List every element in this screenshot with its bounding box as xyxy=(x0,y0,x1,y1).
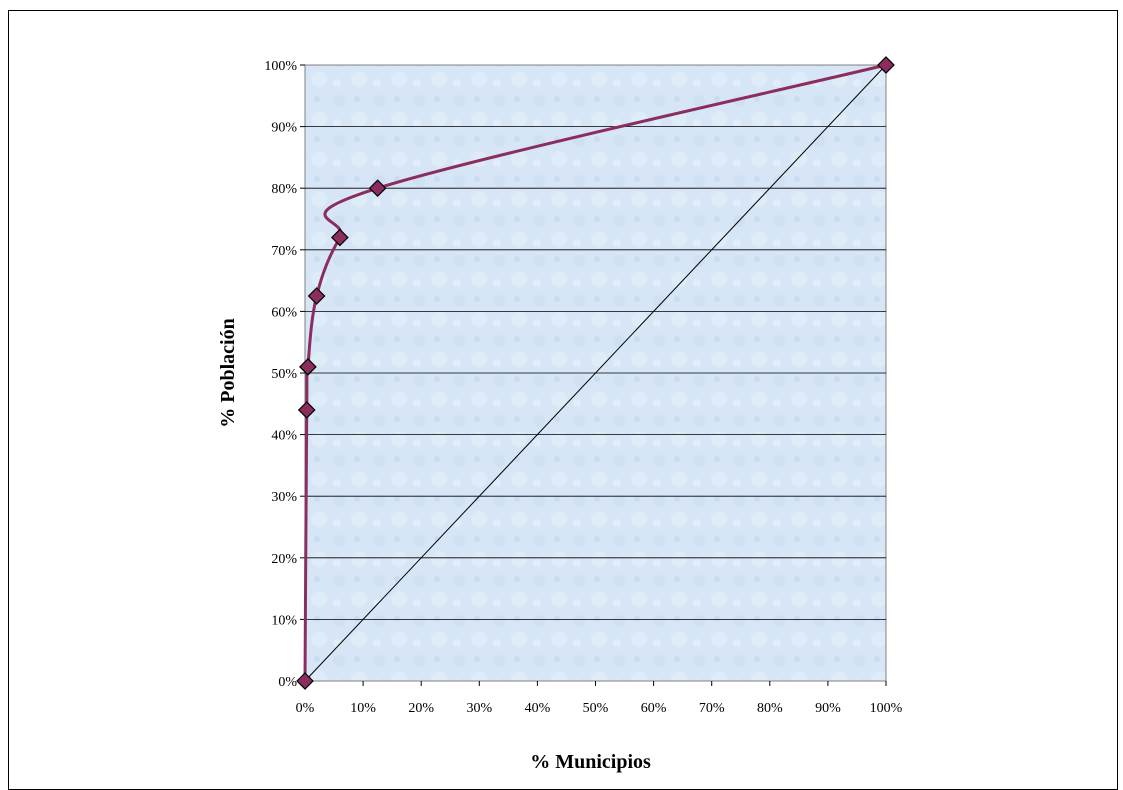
y-tick-label: 20% xyxy=(271,552,297,567)
y-tick-label: 80% xyxy=(271,182,297,197)
lorenz-chart: 0% 10% 20% 30% 40% 50% 60% 70% 80% 90% 100% 0% 10% 2… xyxy=(217,56,903,773)
y-tick-label: 90% xyxy=(271,121,297,136)
y-tick-label: 70% xyxy=(271,244,297,259)
x-tick-label: 70% xyxy=(699,701,725,716)
data-point-marker xyxy=(299,357,317,376)
equality-line xyxy=(304,64,887,682)
data-point-marker xyxy=(877,56,895,74)
x-tick-label: 50% xyxy=(583,701,609,716)
y-tick-label: 50% xyxy=(271,367,297,382)
x-tick-label: 80% xyxy=(757,701,783,716)
y-tick-label: 10% xyxy=(271,613,297,628)
data-point-marker xyxy=(296,672,314,690)
chart-frame: 0% 10% 20% 30% 40% 50% 60% 70% 80% 90% 100% 0% 10% 2… xyxy=(8,10,1118,790)
x-tick-label: 100% xyxy=(870,701,903,716)
x-tick-label: 0% xyxy=(296,701,315,716)
x-tick-label: 20% xyxy=(408,701,434,716)
y-tick-label: 40% xyxy=(271,429,297,444)
data-point-marker xyxy=(307,287,326,305)
x-tick-label: 60% xyxy=(641,701,667,716)
data-point-marker xyxy=(331,228,349,247)
series-layer xyxy=(296,56,895,690)
x-tick-label: 30% xyxy=(466,701,492,716)
x-tick-label: 10% xyxy=(350,701,376,716)
y-tick-label: 0% xyxy=(278,675,297,690)
lorenz-curve-line xyxy=(303,63,887,682)
y-axis-title: % Población xyxy=(217,318,239,427)
y-tick-label: 30% xyxy=(271,490,297,505)
y-tick-label: 60% xyxy=(271,305,297,320)
x-tick-label: 90% xyxy=(815,701,841,716)
y-tick-label: 100% xyxy=(264,59,297,74)
y-tick-labels: 0% 10% 20% 30% 40% 50% 60% 70% 80% 90% 100% xyxy=(264,59,297,690)
data-point-marker xyxy=(368,179,387,198)
x-tick-labels: 0% 10% 20% 30% 40% 50% 60% 70% 80% 90% 100% xyxy=(296,701,903,716)
x-tick-label: 40% xyxy=(525,701,551,716)
data-point-marker xyxy=(297,401,316,419)
x-axis-title: % Municipios xyxy=(530,751,651,773)
